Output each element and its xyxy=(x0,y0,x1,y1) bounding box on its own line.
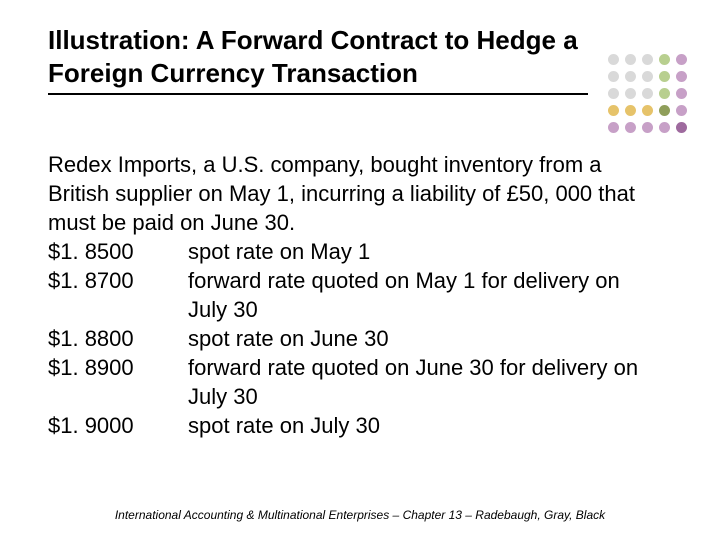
dot-icon xyxy=(659,88,670,99)
rate-desc: spot rate on June 30 xyxy=(188,324,648,353)
dot-icon xyxy=(659,54,670,65)
rate-value: $1. 8900 xyxy=(48,353,188,411)
rate-desc: spot rate on May 1 xyxy=(188,237,648,266)
rate-value: $1. 9000 xyxy=(48,411,188,440)
dot-icon xyxy=(642,88,653,99)
intro-paragraph: Redex Imports, a U.S. company, bought in… xyxy=(48,150,648,237)
rate-row: $1. 8800 spot rate on June 30 xyxy=(48,324,648,353)
dot-icon xyxy=(625,122,636,133)
dot-icon xyxy=(676,71,687,82)
rate-row: $1. 8700 forward rate quoted on May 1 fo… xyxy=(48,266,648,324)
rate-value: $1. 8500 xyxy=(48,237,188,266)
dot-icon xyxy=(625,54,636,65)
rate-desc: forward rate quoted on May 1 for deliver… xyxy=(188,266,648,324)
body-text: Redex Imports, a U.S. company, bought in… xyxy=(48,150,648,440)
dot-icon xyxy=(642,105,653,116)
dot-icon xyxy=(659,105,670,116)
dot-icon xyxy=(676,122,687,133)
dot-icon xyxy=(642,71,653,82)
dot-icon xyxy=(642,122,653,133)
dot-icon xyxy=(608,122,619,133)
dot-icon xyxy=(676,88,687,99)
dot-icon xyxy=(625,71,636,82)
slide: Illustration: A Forward Contract to Hedg… xyxy=(0,0,720,540)
slide-footer: International Accounting & Multinational… xyxy=(0,508,720,522)
dot-icon xyxy=(608,88,619,99)
slide-title: Illustration: A Forward Contract to Hedg… xyxy=(48,24,588,95)
rate-value: $1. 8800 xyxy=(48,324,188,353)
dot-icon xyxy=(659,122,670,133)
dot-icon xyxy=(608,54,619,65)
dot-icon xyxy=(625,88,636,99)
rate-row: $1. 8900 forward rate quoted on June 30 … xyxy=(48,353,648,411)
rate-row: $1. 8500 spot rate on May 1 xyxy=(48,237,648,266)
dot-icon xyxy=(625,105,636,116)
dot-icon xyxy=(659,71,670,82)
dot-icon xyxy=(676,105,687,116)
dot-icon xyxy=(608,105,619,116)
rate-desc: spot rate on July 30 xyxy=(188,411,648,440)
dot-icon xyxy=(608,71,619,82)
rate-row: $1. 9000 spot rate on July 30 xyxy=(48,411,648,440)
rate-desc: forward rate quoted on June 30 for deliv… xyxy=(188,353,648,411)
dot-icon xyxy=(676,54,687,65)
decorative-dot-grid xyxy=(608,54,690,136)
rate-value: $1. 8700 xyxy=(48,266,188,324)
title-block: Illustration: A Forward Contract to Hedg… xyxy=(48,24,588,95)
dot-icon xyxy=(642,54,653,65)
